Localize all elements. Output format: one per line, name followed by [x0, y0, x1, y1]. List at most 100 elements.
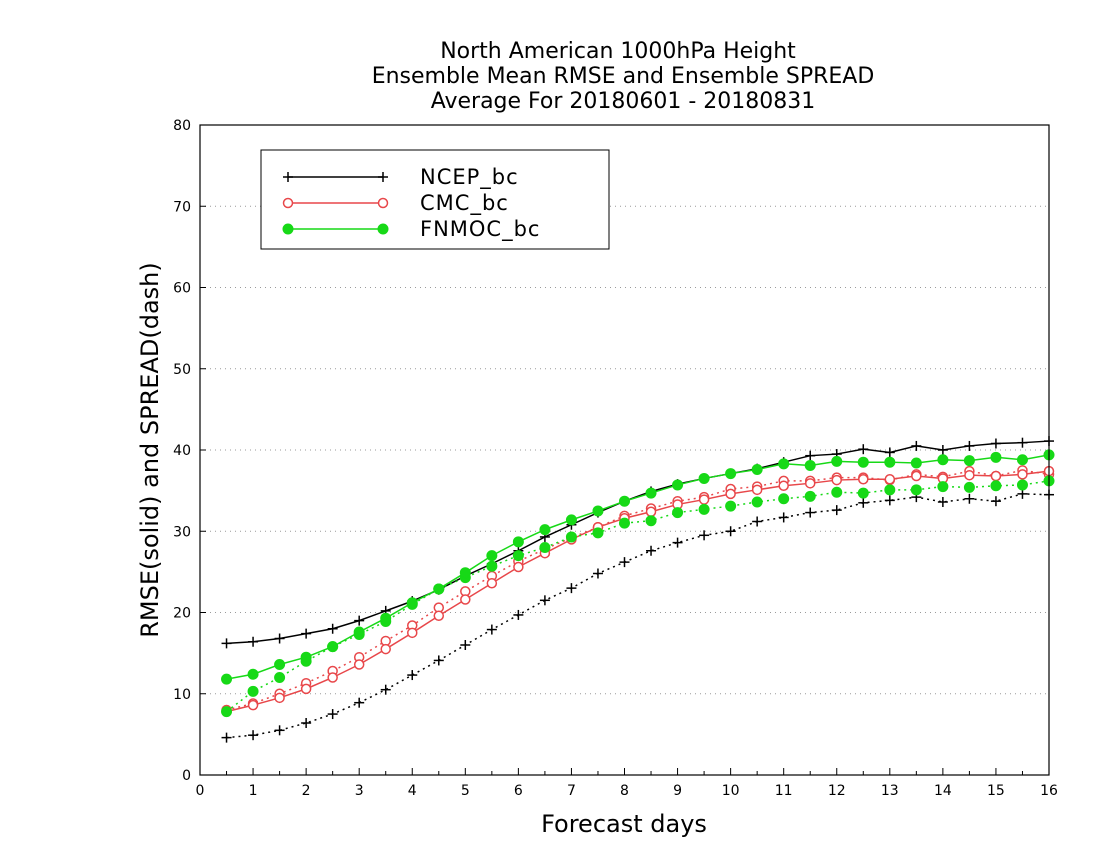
rmse-point-cmc-bc [698, 494, 710, 505]
x-tick-label: 10 [722, 783, 740, 799]
rmse-point-fnmoc-bc [300, 651, 312, 663]
rmse-point-fnmoc-bc [884, 456, 896, 468]
rmse-point-cmc-bc [327, 672, 338, 683]
rmse-point-ncep-bc [990, 438, 1001, 449]
rmse-point-fnmoc-bc [433, 583, 445, 595]
rmse-point-cmc-bc [433, 610, 445, 621]
spread-point-fnmoc-bc [963, 481, 975, 493]
rmse-point-cmc-bc [645, 506, 657, 517]
spread-point-ncep-bc [380, 684, 391, 695]
series-layer [221, 436, 1055, 743]
x-tick-label: 14 [934, 783, 952, 799]
rmse-point-fnmoc-bc [327, 641, 339, 653]
rmse-point-fnmoc-bc [619, 495, 630, 507]
rmse-point-cmc-bc [751, 484, 763, 496]
x-tick-label: 9 [673, 783, 682, 799]
y-tick-label: 20 [173, 606, 191, 622]
spread-point-fnmoc-bc [672, 507, 684, 519]
rmse-point-fnmoc-bc [698, 472, 710, 484]
spread-point-ncep-bc [407, 670, 418, 681]
y-tick-label: 50 [173, 362, 191, 378]
y-tick-label: 40 [173, 443, 191, 459]
rmse-point-fnmoc-bc [937, 454, 949, 466]
rmse-line-fnmoc-bc [226, 454, 1050, 680]
y-axis-label: RMSE(solid) and SPREAD(dash) [136, 262, 164, 638]
spread-point-ncep-bc [248, 730, 259, 741]
legend-marker-ncep-bc [283, 172, 293, 182]
legend-label-cmc-bc: CMC_bc [420, 191, 509, 216]
rmse-point-ncep-bc [274, 633, 285, 644]
rmse-point-fnmoc-bc [274, 659, 286, 670]
spread-point-ncep-bc [990, 496, 1001, 507]
x-tick-label: 12 [828, 783, 846, 799]
chart-title: North American 1000hPa Height Ensemble M… [372, 39, 875, 114]
spread-point-fnmoc-bc [512, 550, 524, 562]
spread-point-fnmoc-bc [645, 515, 657, 527]
spread-point-fnmoc-bc [247, 685, 259, 697]
rmse-point-fnmoc-bc [725, 468, 737, 480]
title-line-3: Average For 20180601 - 20180831 [431, 89, 816, 114]
spread-point-ncep-bc [1017, 488, 1028, 499]
rmse-point-cmc-bc [884, 474, 896, 485]
spread-point-ncep-bc [221, 732, 232, 743]
legend-marker-fnmoc-bc [377, 223, 389, 235]
spread-point-ncep-bc [327, 709, 338, 720]
rmse-point-fnmoc-bc [406, 597, 418, 609]
rmse-point-ncep-bc [805, 450, 816, 461]
rmse-point-ncep-bc [884, 447, 895, 458]
spread-point-ncep-bc [699, 530, 710, 541]
legend-marker-fnmoc-bc [282, 223, 294, 235]
rmse-point-ncep-bc [937, 445, 948, 455]
spread-point-fnmoc-bc [565, 531, 577, 543]
rmse-point-cmc-bc [990, 470, 1002, 482]
rmse-point-cmc-bc [911, 470, 922, 482]
rmse-point-fnmoc-bc [910, 457, 922, 469]
spread-point-ncep-bc [646, 545, 657, 556]
rmse-point-ncep-bc [1017, 437, 1028, 448]
spread-point-fnmoc-bc [221, 706, 233, 718]
legend-marker-cmc-bc [282, 197, 294, 209]
spread-point-ncep-bc [274, 725, 285, 736]
y-tick-label: 10 [173, 687, 191, 703]
title-line-1: North American 1000hPa Height [440, 39, 796, 64]
spread-point-fnmoc-bc [274, 672, 286, 683]
rmse-point-cmc-bc [247, 699, 259, 711]
rmse-point-ncep-bc [354, 615, 365, 626]
rmse-point-cmc-bc [513, 561, 524, 573]
spread-point-ncep-bc [884, 495, 895, 506]
rmse-point-fnmoc-bc [353, 626, 365, 638]
spread-point-fnmoc-bc [831, 486, 843, 498]
legend-box [260, 149, 610, 250]
spread-point-ncep-bc [858, 497, 869, 508]
y-tick-label: 70 [173, 199, 191, 215]
spread-point-fnmoc-bc [592, 527, 604, 539]
spread-point-fnmoc-bc [857, 487, 869, 499]
spread-point-ncep-bc [433, 655, 444, 666]
rmse-point-fnmoc-bc [1016, 454, 1028, 466]
rmse-point-cmc-bc [778, 480, 789, 491]
rmse-point-fnmoc-bc [459, 567, 471, 579]
x-tick-label: 5 [461, 783, 470, 799]
rmse-point-cmc-bc [380, 643, 391, 655]
series-cmc-bc [221, 465, 1055, 717]
rmse-point-fnmoc-bc [831, 455, 843, 467]
spread-point-fnmoc-bc [751, 496, 763, 508]
rmse-point-fnmoc-bc [990, 451, 1002, 463]
rmse-point-cmc-bc [964, 469, 975, 481]
spread-point-ncep-bc [672, 537, 683, 548]
spread-point-ncep-bc [752, 516, 763, 527]
rmse-point-fnmoc-bc [565, 514, 577, 526]
spread-point-ncep-bc [778, 512, 789, 523]
spread-point-fnmoc-bc [1016, 479, 1028, 491]
spread-point-fnmoc-bc [990, 480, 1002, 492]
rmse-point-cmc-bc [460, 594, 471, 605]
rmse-point-fnmoc-bc [486, 550, 498, 562]
rmse-point-fnmoc-bc [645, 487, 657, 499]
spread-point-ncep-bc [539, 595, 550, 606]
rmse-point-fnmoc-bc [672, 479, 684, 491]
rmse-point-fnmoc-bc [592, 505, 604, 517]
rmse-point-ncep-bc [301, 628, 312, 639]
x-tick-label: 1 [249, 783, 258, 799]
y-tick-label: 60 [173, 281, 191, 297]
